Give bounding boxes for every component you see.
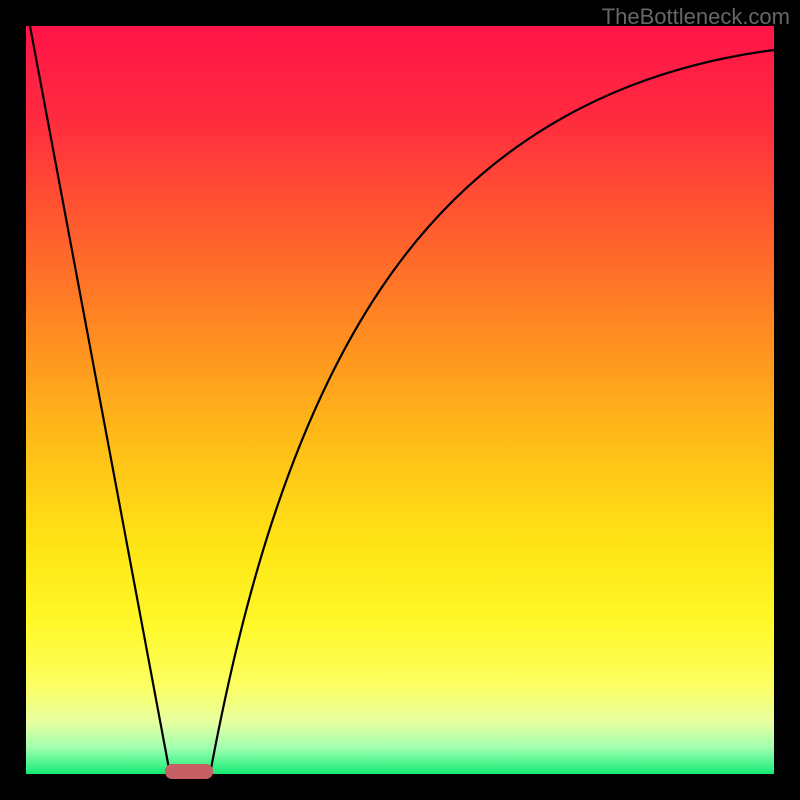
bottleneck-chart bbox=[0, 0, 800, 800]
gradient-background bbox=[26, 26, 774, 774]
optimal-marker bbox=[165, 764, 213, 779]
chart-container: TheBottleneck.com bbox=[0, 0, 800, 800]
watermark-text: TheBottleneck.com bbox=[602, 4, 790, 30]
